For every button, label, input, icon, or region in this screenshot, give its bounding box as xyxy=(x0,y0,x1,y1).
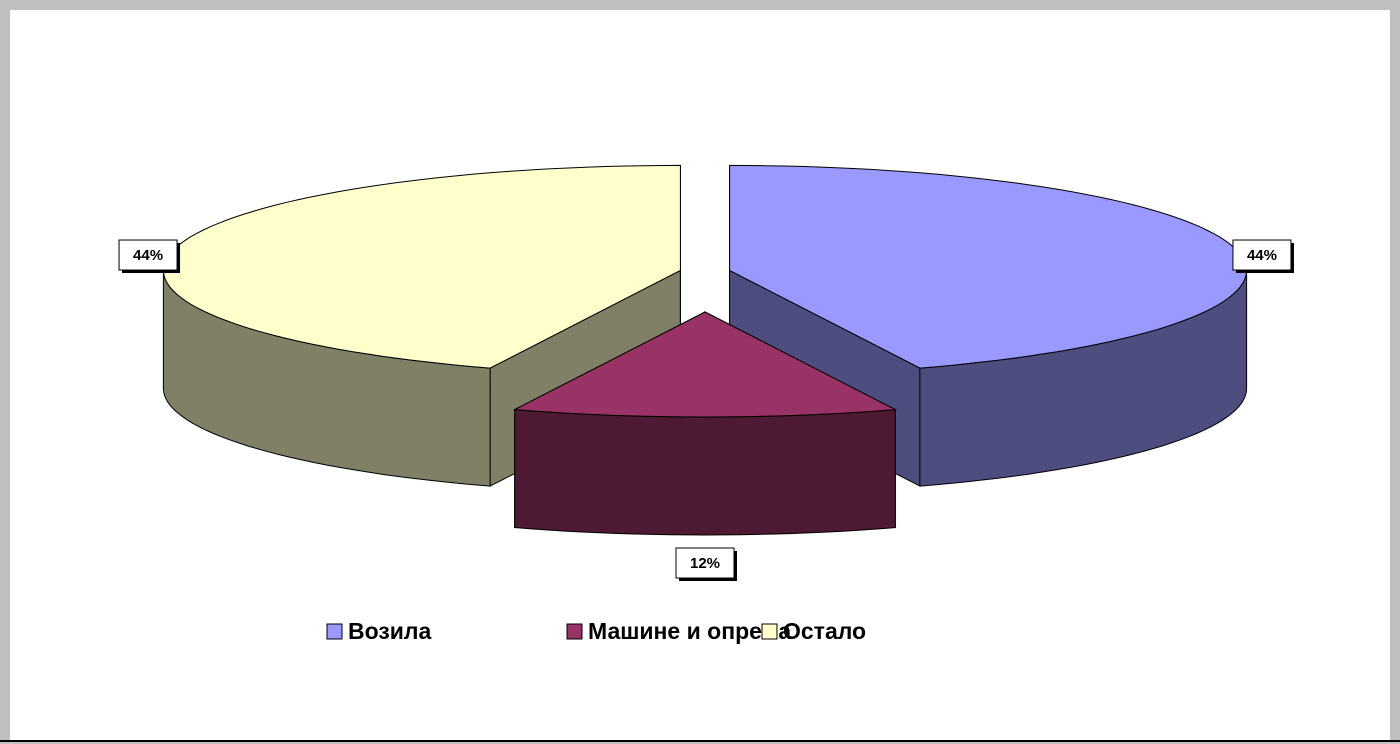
legend-label: Возила xyxy=(348,618,432,644)
legend-label: Машине и опрема xyxy=(588,618,791,644)
data-label: 12% xyxy=(690,555,720,572)
legend-swatch xyxy=(566,623,583,640)
label-box xyxy=(675,547,735,579)
legend-label: Остало xyxy=(783,618,866,644)
slice-top xyxy=(512,311,898,418)
data-label: 44% xyxy=(133,247,163,264)
legend-swatch xyxy=(326,623,343,640)
label-box xyxy=(1232,239,1292,271)
label-box xyxy=(118,239,178,271)
legend-swatch xyxy=(761,623,778,640)
data-label: 44% xyxy=(1247,247,1277,264)
slice-outer-wall xyxy=(514,409,896,536)
